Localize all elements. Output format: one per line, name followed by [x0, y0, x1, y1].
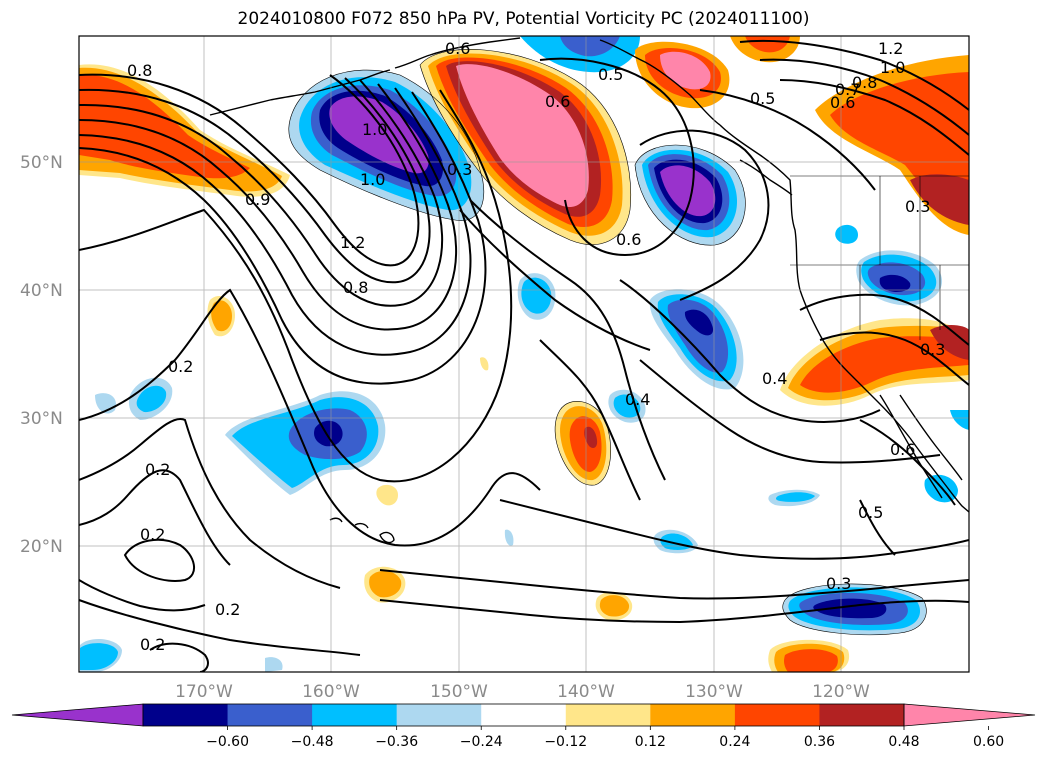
lat-label: 50°N [20, 153, 63, 173]
contour-label: 0.8 [852, 73, 877, 92]
lat-label: 40°N [20, 281, 63, 301]
pv-contours [79, 39, 969, 672]
contour-label: 1.0 [880, 58, 905, 77]
colorbar-tick-label: −0.12 [544, 734, 587, 750]
map-frame [78, 35, 970, 673]
contour-label: 0.6 [890, 440, 915, 459]
contour-label: 1.0 [362, 120, 387, 139]
contour-labels: 0.8 0.6 0.5 0.6 0.5 1.2 1.0 0.8 0.7 0.6 … [127, 39, 945, 654]
contour-label: 0.6 [445, 39, 470, 58]
contour-label: 0.4 [625, 390, 650, 409]
colorbar-tick-label: 0.36 [804, 734, 835, 750]
colorbar-tick-label: −0.24 [460, 734, 503, 750]
colorbar-segment [734, 704, 820, 726]
chart-title: 2024010800 F072 850 hPa PV, Potential Vo… [237, 9, 810, 29]
lon-label: 160°W [302, 682, 360, 702]
colorbar-max-arrow [903, 703, 1036, 727]
colorbar-tick-label: −0.36 [375, 734, 418, 750]
contour-label: 1.0 [360, 170, 385, 189]
contour-label: 0.3 [826, 574, 851, 593]
contour-label: 0.2 [140, 635, 165, 654]
contour-label: 0.8 [343, 278, 368, 297]
contour-label: 0.8 [127, 61, 152, 80]
colorbar: −0.60 −0.48 −0.36 −0.24 −0.12 0.12 0.24 0.36 0.4… [11, 703, 1036, 750]
contour-label: 0.5 [598, 65, 623, 84]
colorbar-tick-label: 0.48 [888, 734, 919, 750]
colorbar-segment [650, 704, 736, 726]
contour-label: 0.7 [835, 80, 860, 99]
contour-label: 0.3 [447, 160, 472, 179]
colorbar-segment [312, 704, 398, 726]
lon-label: 130°W [685, 682, 743, 702]
contour-label: 0.4 [762, 369, 787, 388]
lat-label: 20°N [20, 537, 63, 557]
contour-label: 0.2 [168, 357, 193, 376]
contour-label: 0.5 [858, 503, 883, 522]
contour-label: 0.2 [215, 600, 240, 619]
contour-label: 0.6 [616, 230, 641, 249]
colorbar-min-arrow [11, 703, 144, 727]
colorbar-segment [565, 704, 651, 726]
lon-label: 170°W [175, 682, 233, 702]
contour-label: 0.3 [920, 340, 945, 359]
contour-label: 0.2 [140, 525, 165, 544]
colorbar-segment [481, 704, 567, 726]
lat-label: 30°N [20, 409, 63, 429]
colorbar-tick-label: 0.60 [973, 734, 1004, 750]
contour-label: 0.3 [905, 197, 930, 216]
coastlines [209, 37, 969, 544]
contour-label: 0.6 [830, 93, 855, 112]
contour-label: 0.5 [750, 89, 775, 108]
colorbar-segment [819, 704, 905, 726]
contour-label: 1.2 [878, 39, 903, 58]
colorbar-tick-label: −0.60 [206, 734, 249, 750]
gridlines [79, 36, 969, 672]
contour-label: 0.6 [545, 92, 570, 111]
contour-label: 0.9 [245, 190, 270, 209]
state-borders [790, 175, 969, 340]
lon-label: 140°W [557, 682, 615, 702]
contour-label: 1.2 [340, 233, 365, 252]
lon-label: 120°W [812, 682, 870, 702]
lon-label: 150°W [430, 682, 488, 702]
colorbar-segment [227, 704, 313, 726]
shaded-pv-anomalies [79, 36, 969, 672]
contour-label: 0.2 [145, 460, 170, 479]
colorbar-tick-label: 0.12 [635, 734, 666, 750]
colorbar-segment [396, 704, 482, 726]
colorbar-tick-label: 0.24 [719, 734, 750, 750]
colorbar-frame [142, 703, 905, 727]
colorbar-segment [143, 704, 229, 726]
colorbar-tick-label: −0.48 [291, 734, 334, 750]
